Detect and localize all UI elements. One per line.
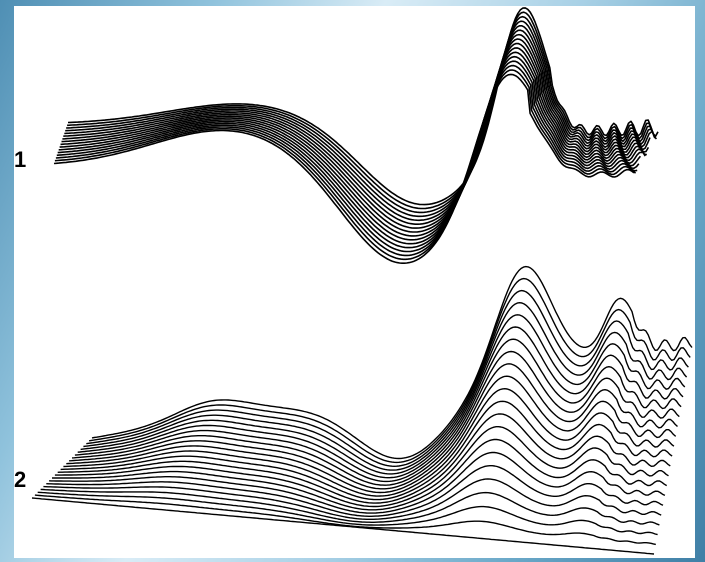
panel-1-curve: [67, 11, 658, 210]
panel-label-1: 1: [14, 147, 27, 172]
panel-2-curve: [66, 375, 677, 494]
panel-2-curve: [91, 265, 693, 460]
panel-2-curve: [34, 494, 656, 546]
panel-2-curve: [37, 491, 658, 536]
waterfall-panel-1: [53, 7, 659, 264]
panel-1-curve: [67, 7, 659, 206]
panel-1-curve: [59, 47, 645, 241]
panel-1-curve: [55, 64, 638, 257]
panel-2-curve: [63, 388, 675, 497]
panel-2-curve: [80, 314, 686, 475]
panel-1-curve: [64, 25, 653, 222]
panel-2-curve: [31, 497, 655, 555]
panel-2-curve: [57, 413, 671, 504]
panel-2-curve: [40, 488, 660, 526]
waterfall-panel-2: [31, 265, 693, 555]
panel-2-curve: [88, 277, 691, 464]
panel-2-curve: [71, 350, 680, 486]
panel-2-curve: [69, 363, 678, 490]
panel-1-curve: [57, 55, 642, 249]
panel-1-curve: [62, 33, 650, 229]
panel-2-curve: [74, 338, 682, 483]
panel-2-curve: [77, 326, 684, 479]
figure-frame: 1 2: [14, 6, 695, 558]
panel-1-curve: [66, 15, 656, 214]
panel-2-curve: [54, 426, 669, 508]
panel-1-curve: [63, 29, 651, 225]
panel-1-curve: [56, 60, 640, 253]
panel-1-curve: [53, 73, 635, 264]
panel-2-curve: [60, 400, 673, 501]
panel-2-curve: [46, 465, 664, 517]
panel-2-curve: [52, 438, 668, 511]
panel-2-curve: [86, 289, 689, 467]
panel-2-curve: [49, 451, 666, 514]
panel-1-curve: [58, 51, 643, 245]
panel-1-curve: [60, 42, 646, 237]
panel-1-curve: [61, 38, 647, 233]
panel-1-curve: [65, 20, 654, 218]
waterfall-plot-canvas: [31, 7, 693, 555]
panel-2-curve: [83, 302, 688, 471]
panel-label-2: 2: [14, 467, 27, 492]
panel-2-curve: [43, 478, 662, 520]
panel-1-curve: [54, 69, 637, 261]
